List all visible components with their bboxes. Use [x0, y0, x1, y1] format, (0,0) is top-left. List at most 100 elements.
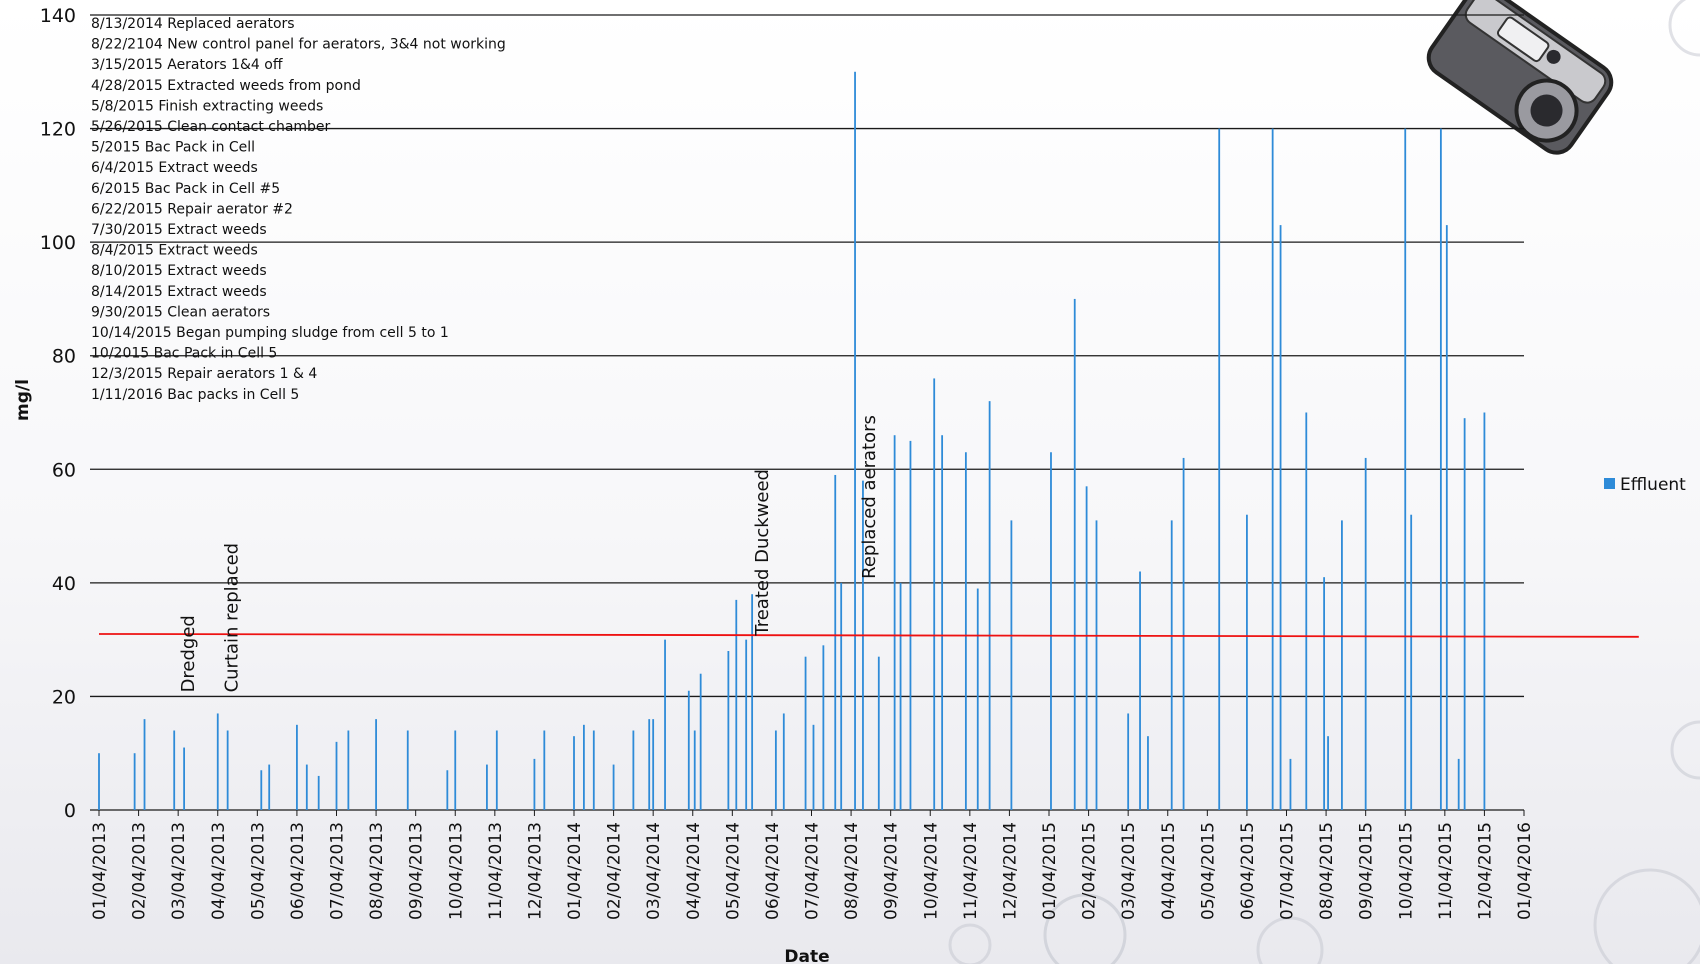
- x-tick-label: 04/04/2015: [1159, 822, 1179, 920]
- effluent-bar: [1182, 457, 1185, 810]
- reference-line: [98, 633, 1639, 638]
- x-tick-label: 07/04/2015: [1278, 822, 1298, 920]
- x-tick-label: 12/04/2014: [1000, 822, 1020, 920]
- effluent-bar: [782, 713, 785, 810]
- maintenance-note: 9/30/2015 Clean aerators: [91, 304, 270, 320]
- water-droplet-icon: [948, 0, 1700, 964]
- maintenance-note: 3/15/2015 Aerators 1&4 off: [91, 57, 283, 73]
- effluent-bar: [1463, 418, 1466, 810]
- effluent-bar: [1218, 128, 1221, 811]
- maintenance-note: 1/11/2016 Bac packs in Cell 5: [91, 387, 299, 403]
- y-tick-label: 40: [52, 573, 76, 595]
- legend: Effluent: [1604, 475, 1686, 495]
- x-tick-label: 06/04/2014: [763, 822, 783, 920]
- y-tick-label: 60: [52, 459, 76, 481]
- y-tick-label: 140: [40, 5, 76, 27]
- effluent-bar: [1289, 758, 1292, 810]
- legend-label-effluent: Effluent: [1620, 475, 1686, 495]
- effluent-bar: [573, 736, 575, 810]
- x-tick-label: 10/04/2015: [1396, 822, 1416, 920]
- effluent-bar: [699, 673, 702, 810]
- effluent-bar: [909, 440, 912, 810]
- x-tick-label: 02/04/2013: [130, 822, 150, 920]
- effluent-bar: [727, 651, 730, 810]
- effluent-bar: [446, 770, 449, 810]
- x-tick-label: 09/04/2013: [407, 822, 427, 920]
- effluent-bar: [854, 71, 856, 811]
- maintenance-note: 5/8/2015 Finish extracting weeds: [91, 98, 323, 114]
- event-label: Dredged: [178, 615, 199, 692]
- x-tick-label: 12/04/2013: [525, 822, 545, 920]
- effluent-bar: [268, 764, 271, 810]
- effluent-bar: [612, 764, 615, 810]
- maintenance-note: 12/3/2015 Repair aerators 1 & 4: [91, 366, 317, 382]
- effluent-bar: [183, 747, 186, 810]
- effluent-bar: [406, 730, 409, 810]
- effluent-bar: [774, 730, 777, 810]
- effluent-bar: [745, 639, 748, 810]
- effluent-bar: [1410, 514, 1413, 810]
- effluent-bar: [1246, 514, 1248, 810]
- effluent-bar: [893, 435, 896, 810]
- maintenance-note: 7/30/2015 Extract weeds: [91, 222, 267, 238]
- effluent-bar: [812, 724, 815, 810]
- effluent-bar: [693, 730, 696, 810]
- x-tick-label: 06/04/2015: [1238, 822, 1258, 920]
- maintenance-note: 10/2015 Bac Pack in Cell 5: [91, 346, 277, 362]
- x-tick-label: 08/04/2014: [842, 822, 862, 920]
- effluent-bar: [877, 656, 880, 810]
- effluent-bar: [454, 730, 457, 810]
- effluent-bar: [1445, 225, 1448, 810]
- x-tick-label: 04/04/2014: [684, 822, 704, 920]
- x-tick-label: 11/04/2014: [961, 822, 981, 920]
- maintenance-note: 6/22/2015 Repair aerator #2: [91, 201, 293, 217]
- reference-line-segment: [98, 633, 1639, 638]
- effluent-bar: [1327, 736, 1329, 810]
- effluent-bar: [1085, 486, 1088, 810]
- x-tick-label: 05/04/2013: [248, 822, 268, 920]
- maintenance-note: 8/14/2015 Extract weeds: [91, 284, 267, 300]
- effluent-bar: [1364, 457, 1367, 810]
- x-tick-label: 01/04/2013: [90, 822, 110, 920]
- x-tick-label: 07/04/2014: [803, 822, 823, 920]
- effluent-bar: [862, 480, 864, 810]
- effluent-bar: [592, 730, 595, 810]
- x-tick-label: 05/04/2015: [1198, 822, 1218, 920]
- effluent-bar: [1483, 412, 1486, 810]
- event-labels: Dredged Curtain replaced Treated Duckweed R…: [178, 415, 880, 692]
- effluent-bar: [347, 730, 350, 810]
- camera-icon: [1426, 0, 1614, 155]
- effluent-bar: [751, 594, 754, 810]
- x-tick-label: 03/04/2013: [169, 822, 189, 920]
- effluent-bar: [317, 775, 320, 810]
- effluent-bar: [735, 599, 738, 810]
- effluent-bar: [632, 730, 635, 810]
- effluent-bars: [98, 71, 1486, 811]
- effluent-bar: [216, 713, 219, 810]
- maintenance-note: 8/13/2014 Replaced aerators: [91, 16, 295, 32]
- y-axis-title: mg/l: [13, 379, 33, 421]
- x-tick-label: 07/04/2013: [328, 822, 348, 920]
- effluent-bar: [1271, 128, 1274, 811]
- effluent-bar: [1127, 713, 1130, 810]
- maintenance-notes: 8/13/2014 Replaced aerators 8/22/2104 New…: [91, 16, 506, 403]
- effluent-bar: [664, 639, 666, 810]
- effluent-bar: [1050, 452, 1052, 810]
- effluent-bar: [1010, 520, 1013, 810]
- effluent-bar: [1095, 520, 1098, 810]
- y-tick-label: 80: [52, 346, 76, 368]
- x-tick-label: 10/04/2014: [921, 822, 941, 920]
- maintenance-note: 6/2015 Bac Pack in Cell #5: [91, 181, 280, 197]
- effluent-bar: [1323, 577, 1326, 810]
- effluent-bar: [1147, 736, 1149, 810]
- effluent-bar: [804, 656, 807, 810]
- x-tick-label: 11/04/2013: [486, 822, 506, 920]
- effluent-bar: [226, 730, 229, 810]
- maintenance-note: 6/4/2015 Extract weeds: [91, 160, 258, 176]
- y-tick-label: 0: [64, 800, 76, 822]
- maintenance-note: 8/10/2015 Extract weeds: [91, 263, 267, 279]
- effluent-bar: [899, 582, 902, 810]
- maintenance-note: 8/4/2015 Extract weeds: [91, 243, 258, 259]
- event-label: Curtain replaced: [222, 543, 243, 693]
